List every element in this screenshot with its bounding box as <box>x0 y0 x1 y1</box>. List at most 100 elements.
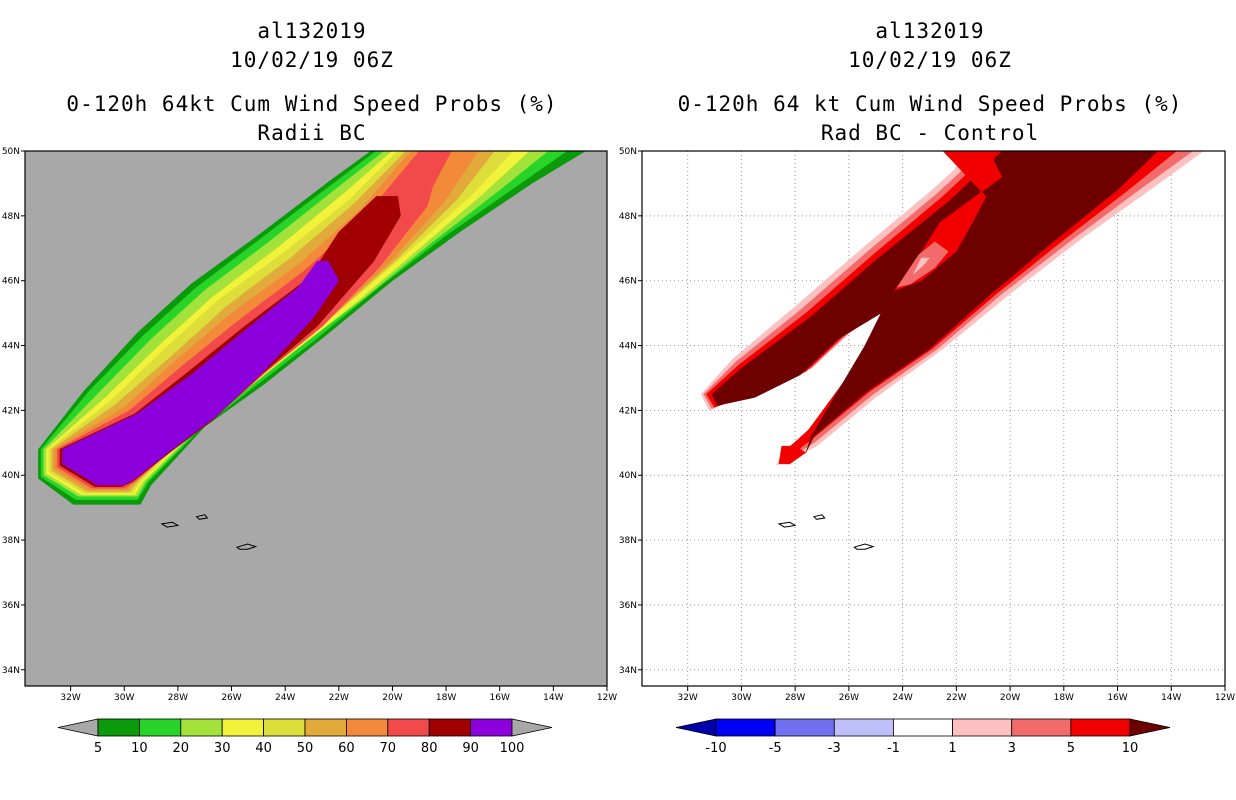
left-island-outline <box>235 543 258 550</box>
right-x-tick-label: 18W <box>1054 693 1074 703</box>
right-colorbar-box <box>893 718 953 737</box>
left-x-tick-label: 28W <box>168 693 188 703</box>
right-colorbar-box <box>1070 718 1131 737</box>
right-colorbar-over-triangle <box>1129 718 1171 737</box>
right-x-tick-label: 12W <box>1215 693 1235 703</box>
left-x-tick-label: 12W <box>597 693 617 703</box>
left-colorbar-box <box>97 718 140 737</box>
right-colorbar-box <box>774 718 835 737</box>
left-y-tick-label: 38N <box>2 536 20 546</box>
left-y-tick-label: 48N <box>2 212 20 222</box>
right-datetime: 10/02/19 06Z <box>848 48 1012 72</box>
right-colorbar-box <box>1011 718 1072 737</box>
left-y-tick-label: 46N <box>2 277 20 287</box>
left-x-tick-label: 16W <box>490 693 510 703</box>
left-colorbar-box <box>428 718 472 737</box>
right-contour-band-1 <box>913 257 930 275</box>
right-x-tick-label: 30W <box>731 693 751 703</box>
left-x-tick-label: 32W <box>60 693 80 703</box>
left-y-tick-label: 42N <box>2 406 20 416</box>
left-y-tick-label: 44N <box>2 342 20 352</box>
right-x-tick-label: 24W <box>892 693 912 703</box>
left-y-tick-label: 50N <box>2 147 20 157</box>
right-island-outline <box>812 514 826 520</box>
left-plot-frame <box>24 150 608 687</box>
left-colorbar-label: 100 <box>500 741 525 756</box>
right-colorbar-label: 5 <box>1067 741 1075 756</box>
right-y-tick-label: 44N <box>619 342 637 352</box>
left-colorbar-label: 70 <box>380 741 397 756</box>
left-colorbar-box <box>221 718 264 737</box>
left-y-tick-label: 40N <box>2 471 20 481</box>
right-x-tick-label: 26W <box>839 693 859 703</box>
right-x-tick-label: 28W <box>785 693 805 703</box>
left-x-tick-label: 30W <box>114 693 134 703</box>
right-chart-title: 0-120h 64 kt Cum Wind Speed Probs (%) <box>677 92 1183 116</box>
right-plot-frame <box>641 150 1226 687</box>
left-x-tick-label: 14W <box>543 693 563 703</box>
right-y-tick-label: 48N <box>619 212 637 222</box>
left-colorbar-label: 50 <box>297 741 314 756</box>
left-island-outline <box>195 514 209 520</box>
right-x-tick-label: 14W <box>1161 693 1181 703</box>
right-colorbar-label: -1 <box>887 741 900 756</box>
left-colorbar-over-triangle <box>511 718 553 737</box>
left-x-tick-label: 24W <box>275 693 295 703</box>
left-colorbar-box <box>470 718 513 737</box>
right-x-tick-label: 20W <box>1000 693 1020 703</box>
left-y-tick-label: 34N <box>2 666 20 676</box>
left-title-block: al132019 10/02/19 06Z 0-120h 64kt Cum Wi… <box>32 17 592 148</box>
right-y-tick-label: 50N <box>619 147 637 157</box>
right-x-tick-label: 16W <box>1107 693 1127 703</box>
right-colorbar-box <box>833 718 894 737</box>
right-y-tick-label: 36N <box>619 601 637 611</box>
right-y-tick-label: 46N <box>619 277 637 287</box>
left-datetime: 10/02/19 06Z <box>230 48 394 72</box>
right-x-tick-label: 32W <box>677 693 697 703</box>
right-colorbar-label: 3 <box>1008 741 1016 756</box>
left-x-tick-label: 20W <box>382 693 402 703</box>
right-x-tick-label: 22W <box>946 693 966 703</box>
right-colorbar-label: -10 <box>705 741 726 756</box>
right-colorbar-box <box>715 718 776 737</box>
right-chart-subtitle: Rad BC - Control <box>820 121 1040 145</box>
right-y-tick-label: 34N <box>619 666 637 676</box>
right-y-tick-label: 38N <box>619 536 637 546</box>
left-colorbar-box <box>180 718 223 737</box>
left-colorbar-label: 60 <box>338 741 355 756</box>
right-colorbar-under-triangle <box>675 718 717 737</box>
right-island-outline <box>853 543 875 550</box>
right-contour-band-5 <box>778 445 807 465</box>
left-plot: 32W 30W 28W 26W 24W 22W 20W 18W 16W 14W 12W 34N 36N 3… <box>2 147 617 703</box>
right-storm-id: al132019 <box>875 19 985 43</box>
left-colorbar-box <box>345 718 389 737</box>
left-colorbar-label: 80 <box>421 741 438 756</box>
right-colorbar-label: 10 <box>1122 741 1139 756</box>
left-x-tick-label: 22W <box>329 693 349 703</box>
right-colorbar: -10 -5 -3 -1 1 3 5 10 <box>675 718 1171 756</box>
left-colorbar-label: 5 <box>94 741 102 756</box>
right-colorbar-label: 1 <box>948 741 956 756</box>
left-chart-subtitle: Radii BC <box>257 121 367 145</box>
left-colorbar-box <box>263 718 306 737</box>
left-colorbar-under-triangle <box>57 718 99 737</box>
left-colorbar-label: 30 <box>214 741 231 756</box>
left-colorbar-box <box>304 718 347 737</box>
left-storm-id: al132019 <box>257 19 367 43</box>
right-colorbar-label: -3 <box>828 741 841 756</box>
left-x-tick-label: 26W <box>221 693 241 703</box>
right-y-tick-label: 42N <box>619 406 637 416</box>
right-contour-band-10 <box>711 151 1159 453</box>
left-x-tick-label: 18W <box>436 693 456 703</box>
left-colorbar: 5 10 20 30 40 50 60 70 80 90 100 <box>57 718 553 756</box>
left-island-outline <box>160 521 180 528</box>
left-colorbar-label: 10 <box>131 741 148 756</box>
left-contour-band-90 <box>62 260 340 486</box>
right-title-block: al132019 10/02/19 06Z 0-120h 64 kt Cum W… <box>650 17 1210 148</box>
right-y-tick-label: 40N <box>619 471 637 481</box>
left-colorbar-box <box>138 718 182 737</box>
left-colorbar-label: 90 <box>462 741 479 756</box>
right-plot: 32W 30W 28W 26W 24W 22W 20W 18W 16W 14W 12W 34N 36N 3… <box>619 147 1235 703</box>
left-chart-title: 0-120h 64kt Cum Wind Speed Probs (%) <box>66 92 558 116</box>
